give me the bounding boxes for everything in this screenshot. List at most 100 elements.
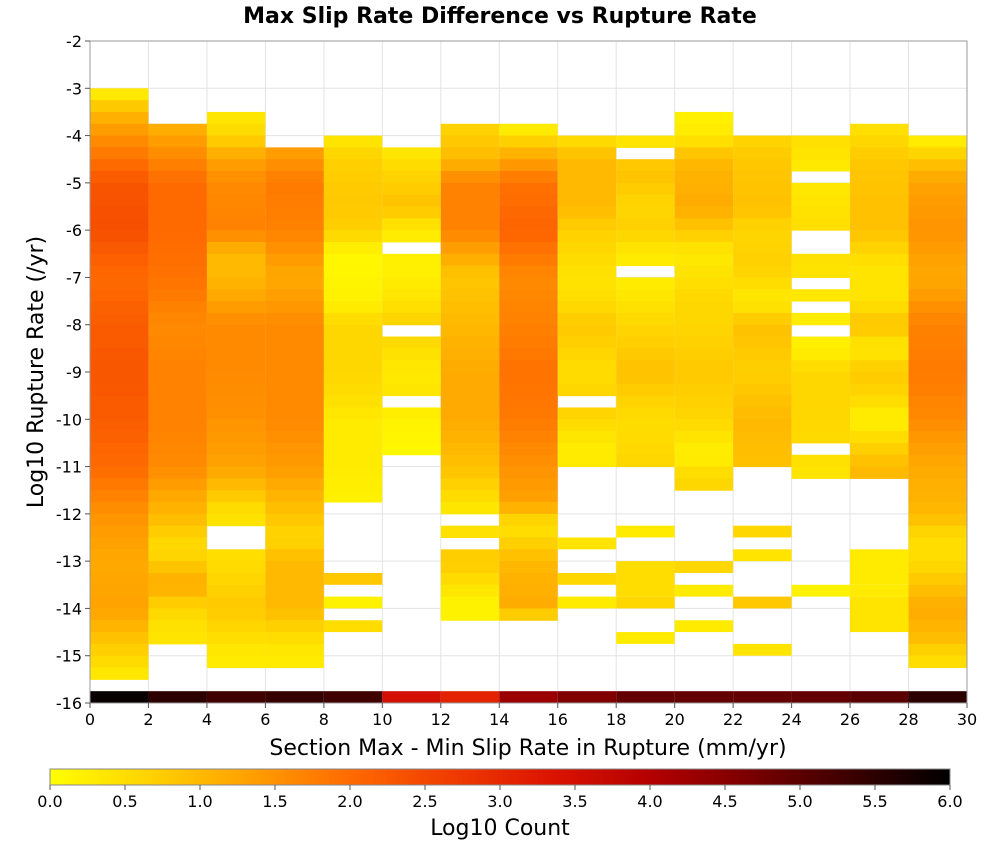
heatmap-cell bbox=[791, 218, 851, 231]
heatmap-cell bbox=[674, 360, 734, 373]
heatmap-cell bbox=[674, 584, 734, 597]
heatmap-cell bbox=[850, 584, 909, 597]
heatmap-cell bbox=[557, 230, 617, 243]
heatmap-cell bbox=[148, 525, 207, 538]
heatmap-cell bbox=[557, 336, 617, 349]
heatmap-cell bbox=[265, 230, 324, 243]
heatmap-cell bbox=[791, 289, 851, 302]
heatmap-cell bbox=[148, 123, 207, 137]
heatmap-cell bbox=[791, 194, 851, 207]
heatmap-cell bbox=[90, 171, 149, 184]
heatmap-cell bbox=[206, 348, 266, 361]
heatmap-cell bbox=[206, 265, 266, 278]
heatmap-cell bbox=[791, 182, 851, 196]
heatmap-cell-bottom-row bbox=[850, 691, 909, 703]
heatmap-cell bbox=[850, 454, 909, 468]
heatmap-cell bbox=[440, 182, 500, 196]
heatmap-cell bbox=[616, 395, 675, 408]
heatmap-cell bbox=[323, 253, 383, 267]
heatmap-cell bbox=[382, 159, 441, 172]
heatmap-cell bbox=[148, 383, 207, 397]
heatmap-cell bbox=[382, 218, 441, 231]
heatmap-cell bbox=[206, 360, 266, 373]
heatmap-cell bbox=[850, 171, 909, 184]
heatmap-cell bbox=[382, 289, 441, 302]
heatmap-cell bbox=[206, 608, 266, 621]
heatmap-cell bbox=[206, 171, 266, 184]
heatmap-cell bbox=[733, 312, 792, 326]
heatmap-cell bbox=[440, 419, 500, 432]
heatmap-cell bbox=[265, 182, 324, 196]
heatmap-cell bbox=[733, 419, 792, 432]
heatmap-cell bbox=[791, 159, 851, 172]
heatmap-cell bbox=[90, 123, 149, 137]
heatmap-cell bbox=[440, 312, 500, 326]
heatmap-cell bbox=[206, 218, 266, 231]
heatmap-cell bbox=[499, 182, 558, 196]
heatmap-cell bbox=[265, 206, 324, 219]
heatmap-cell bbox=[90, 159, 149, 172]
x-tick-label: 14 bbox=[489, 710, 509, 729]
heatmap-cell bbox=[674, 159, 734, 172]
x-axis-label: Section Max - Min Slip Rate in Rupture (… bbox=[269, 736, 786, 761]
heatmap-cell bbox=[148, 182, 207, 196]
heatmap-cell bbox=[557, 348, 617, 361]
heatmap-cell bbox=[206, 419, 266, 432]
heatmap-cell bbox=[499, 171, 558, 184]
y-tick-label: -4 bbox=[66, 127, 82, 146]
heatmap-cell bbox=[674, 277, 734, 290]
heatmap-cell bbox=[499, 442, 558, 456]
heatmap-cell bbox=[499, 289, 558, 302]
heatmap-cell bbox=[90, 655, 149, 669]
heatmap-cell-bottom-row bbox=[440, 691, 500, 703]
heatmap-cell bbox=[206, 572, 266, 586]
x-tick-label: 18 bbox=[606, 710, 626, 729]
heatmap-cell bbox=[90, 549, 149, 562]
heatmap-cell bbox=[557, 182, 617, 196]
heatmap-cell-bottom-row bbox=[265, 691, 324, 703]
heatmap-cell bbox=[733, 431, 792, 444]
heatmap-cell bbox=[323, 383, 383, 397]
x-tick-label: 4 bbox=[202, 710, 212, 729]
x-tick-label: 16 bbox=[548, 710, 568, 729]
heatmap-cell bbox=[440, 478, 500, 491]
heatmap-cell bbox=[674, 431, 734, 444]
colorbar-tick-label: 2.5 bbox=[412, 792, 437, 811]
heatmap-cell bbox=[382, 419, 441, 432]
heatmap-cell bbox=[382, 182, 441, 196]
heatmap-cell bbox=[90, 88, 149, 101]
heatmap-cell bbox=[90, 419, 149, 432]
heatmap-cell bbox=[90, 230, 149, 243]
heatmap-cell bbox=[674, 135, 734, 148]
x-tick-label: 8 bbox=[319, 710, 329, 729]
heatmap-cell bbox=[323, 572, 383, 585]
heatmap-cell bbox=[499, 241, 558, 255]
heatmap-cell bbox=[908, 584, 967, 598]
heatmap-cell bbox=[382, 194, 441, 207]
heatmap-cell bbox=[206, 206, 266, 219]
heatmap-cell bbox=[616, 348, 675, 361]
heatmap-cell bbox=[323, 431, 383, 444]
heatmap-cell bbox=[908, 324, 967, 338]
heatmap-cell bbox=[850, 123, 909, 137]
heatmap-cell bbox=[323, 466, 383, 479]
heatmap-cell bbox=[382, 277, 441, 290]
colorbar-tick-label: 5.5 bbox=[862, 792, 887, 811]
heatmap-cell bbox=[616, 419, 675, 432]
heatmap-cell bbox=[148, 502, 207, 515]
heatmap-cell bbox=[733, 277, 792, 290]
heatmap-cell bbox=[557, 383, 617, 397]
y-tick-label: -5 bbox=[66, 174, 82, 193]
heatmap-cell bbox=[148, 194, 207, 207]
heatmap-cell bbox=[850, 289, 909, 302]
heatmap-cell bbox=[440, 265, 500, 278]
heatmap-cell bbox=[908, 336, 967, 349]
heatmap-cell bbox=[265, 466, 324, 479]
heatmap-cell bbox=[908, 442, 967, 456]
heatmap-cell bbox=[206, 442, 266, 456]
heatmap-cell bbox=[148, 395, 207, 408]
heatmap-cell bbox=[440, 218, 500, 231]
heatmap-cell bbox=[616, 182, 675, 196]
heatmap-cell bbox=[791, 253, 851, 267]
heatmap-cell-bottom-row bbox=[382, 691, 441, 703]
